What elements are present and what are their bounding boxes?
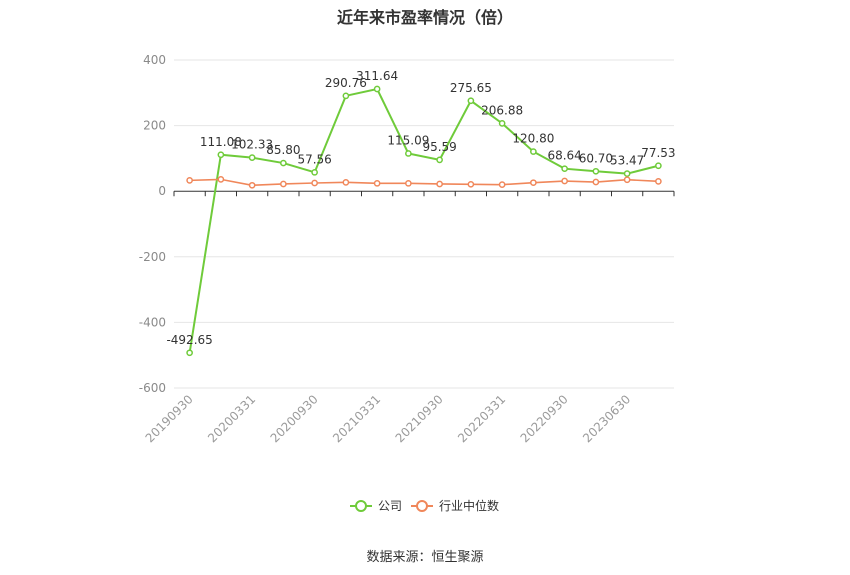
industry-series-point <box>405 179 412 187</box>
company-series-point <box>623 170 631 178</box>
data-label: 60.70 <box>579 151 613 165</box>
data-label: 77.53 <box>641 146 675 160</box>
data-label: 120.80 <box>512 132 554 146</box>
company-series-point <box>655 162 662 170</box>
data-label: 68.64 <box>547 149 581 163</box>
industry-series-point <box>467 180 475 188</box>
data-label: 111.08 <box>200 135 242 149</box>
x-tick-label: 20200930 <box>268 392 321 445</box>
industry-series-point <box>217 176 225 183</box>
legend-label-industry: 行业中位数 <box>439 498 499 513</box>
company-series-point <box>467 97 475 105</box>
data-label: 53.47 <box>610 154 644 168</box>
company-series-point <box>436 156 443 164</box>
company-series-point <box>248 154 256 161</box>
y-tick-label: 200 <box>143 119 166 133</box>
data-label: 115.09 <box>387 133 429 147</box>
company-series-point <box>592 167 600 175</box>
industry-series-point <box>530 179 537 187</box>
data-label: 311.64 <box>356 69 398 83</box>
y-tick-label: 0 <box>158 184 166 198</box>
x-tick-label: 20210331 <box>330 392 383 445</box>
data-label: 95.59 <box>422 140 456 154</box>
industry-series-point <box>280 180 287 188</box>
company-series-point <box>280 159 287 167</box>
company-series-point <box>498 119 506 127</box>
legend-marker <box>355 500 367 512</box>
data-label: 275.65 <box>450 81 492 95</box>
company-series-point <box>217 151 225 159</box>
industry-series-point <box>436 180 443 188</box>
industry-series-point <box>342 178 350 186</box>
company-series-point <box>342 92 350 100</box>
data-source: 数据来源：恒生聚源 <box>366 550 484 565</box>
industry-series-point <box>248 181 256 189</box>
data-label: 206.88 <box>481 103 523 117</box>
data-label: 102.33 <box>231 138 273 152</box>
industry-series-point <box>186 177 193 184</box>
x-tick-label: 20220331 <box>455 392 508 445</box>
company-series-line <box>188 87 659 353</box>
data-label: 57.56 <box>297 152 331 166</box>
y-tick-label: 400 <box>143 53 166 67</box>
y-tick-label: -600 <box>139 381 166 395</box>
x-tick-label: 20190930 <box>143 392 196 445</box>
x-tick-label: 20220930 <box>518 392 571 445</box>
company-series-point <box>311 168 318 176</box>
y-tick-label: -400 <box>139 315 166 329</box>
data-label: 85.80 <box>266 143 300 157</box>
chart-title: 近年来市盈率情况（倍） <box>336 8 513 27</box>
company-series-point <box>405 150 412 157</box>
industry-series-point <box>561 177 568 185</box>
x-tick-label: 20210930 <box>393 392 446 445</box>
industry-series-point <box>311 179 318 187</box>
company-series-point <box>530 148 537 155</box>
legend-marker <box>416 500 428 512</box>
industry-series-point <box>373 179 381 187</box>
company-series-point <box>186 349 193 357</box>
x-tick-label: 20200331 <box>205 392 258 445</box>
data-label: 290.76 <box>325 76 367 90</box>
industry-series-point <box>623 176 631 184</box>
legend-label-company: 公司 <box>378 499 402 513</box>
company-series-point <box>373 85 381 93</box>
industry-series-point <box>592 178 600 186</box>
x-tick-label: 20230630 <box>580 392 633 445</box>
industry-series-point <box>655 178 662 185</box>
y-tick-label: -200 <box>139 250 166 264</box>
industry-series-line <box>189 178 659 187</box>
company-series-point <box>561 165 568 173</box>
industry-series-point <box>498 181 506 188</box>
data-label: -492.65 <box>166 333 212 347</box>
